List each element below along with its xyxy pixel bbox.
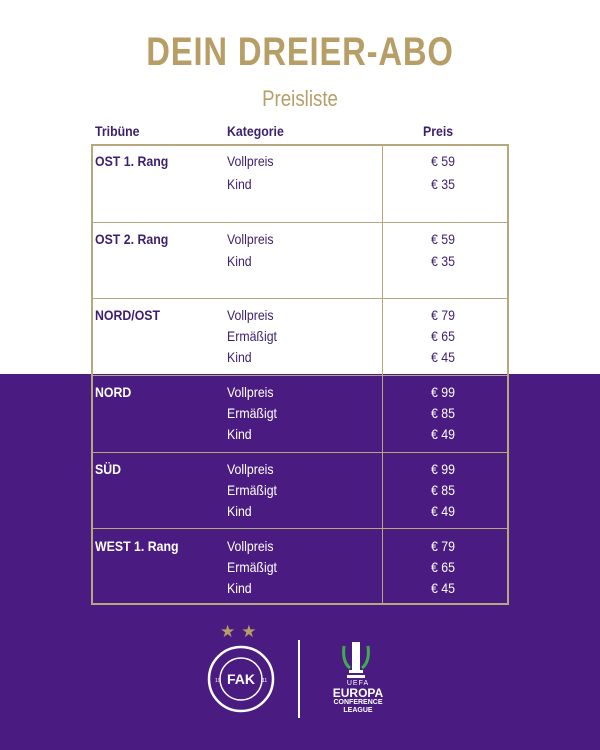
conference-league-wordmark: UEFA EUROPA CONFERENCE LEAGUE	[332, 680, 384, 714]
category-label: Kind	[227, 580, 252, 596]
category-label: Vollpreis	[227, 153, 274, 169]
page-title: DEIN DREIER-ABO	[146, 30, 454, 74]
price-value: € 59	[431, 231, 455, 247]
category-label: Vollpreis	[227, 384, 274, 400]
row-divider	[93, 528, 507, 529]
category-label: Vollpreis	[227, 461, 274, 477]
header-preis: Preis	[423, 123, 454, 139]
tribune-west-1-rang: WEST 1. Rang	[95, 538, 179, 554]
category-label: Vollpreis	[227, 307, 274, 323]
price-value: € 99	[431, 384, 455, 400]
category-label: Ermäßigt	[227, 559, 277, 575]
tribune-nord: NORD	[95, 384, 132, 400]
price-value: € 65	[431, 559, 455, 575]
category-label: Vollpreis	[227, 231, 274, 247]
svg-text:FAK: FAK	[227, 671, 255, 687]
header-tribune: Tribüne	[95, 123, 140, 139]
price-value: € 45	[431, 349, 455, 365]
price-table	[91, 144, 509, 605]
tribune-sued: SÜD	[95, 461, 122, 477]
category-label: Ermäßigt	[227, 328, 277, 344]
category-label: Kind	[227, 349, 252, 365]
price-value: € 35	[431, 253, 455, 269]
conference-league-trophy-icon	[342, 642, 370, 678]
price-value: € 49	[431, 426, 455, 442]
price-value: € 35	[431, 176, 455, 192]
header-kategorie: Kategorie	[227, 123, 284, 139]
category-label: Ermäßigt	[227, 482, 277, 498]
svg-text:19: 19	[215, 678, 221, 684]
price-value: € 65	[431, 328, 455, 344]
price-value: € 49	[431, 503, 455, 519]
category-label: Kind	[227, 176, 252, 192]
price-value: € 79	[431, 307, 455, 323]
price-value: € 99	[431, 461, 455, 477]
tribune-ost-2-rang: OST 2. Rang	[95, 231, 169, 247]
purple-background	[0, 374, 600, 750]
row-divider	[93, 222, 507, 223]
category-label: Kind	[227, 503, 252, 519]
category-label: Ermäßigt	[227, 405, 277, 421]
price-value: € 59	[431, 153, 455, 169]
price-value: € 45	[431, 580, 455, 596]
fak-club-logo: FAK 19 11	[207, 645, 275, 713]
star-icons: ★★	[220, 622, 263, 641]
price-value: € 85	[431, 482, 455, 498]
logo-separator	[298, 640, 300, 718]
page-subtitle: Preisliste	[262, 86, 338, 111]
price-value: € 85	[431, 405, 455, 421]
svg-text:11: 11	[262, 678, 267, 684]
tribune-nord-ost: NORD/OST	[95, 307, 161, 323]
row-divider	[93, 298, 507, 299]
row-divider	[93, 375, 507, 376]
price-column-divider	[382, 146, 383, 603]
category-label: Kind	[227, 253, 252, 269]
price-value: € 79	[431, 538, 455, 554]
category-label: Kind	[227, 426, 252, 442]
row-divider	[93, 452, 507, 453]
category-label: Vollpreis	[227, 538, 274, 554]
tribune-ost-1-rang: OST 1. Rang	[95, 153, 169, 169]
